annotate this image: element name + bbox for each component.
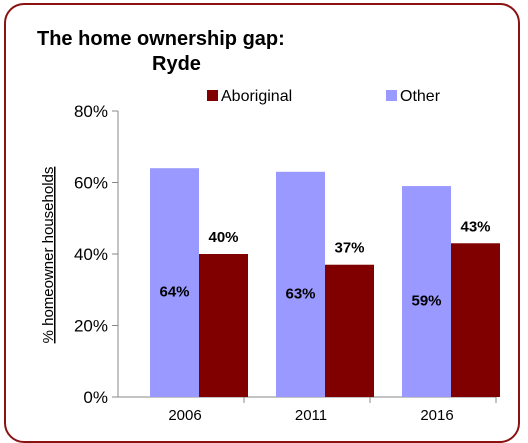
legend-swatch-other [386, 90, 397, 101]
bar-aboriginal-2006 [199, 254, 248, 397]
x-ticks: 2006 2011 2016 [168, 397, 497, 424]
y-tick-label: 80% [74, 102, 108, 121]
y-tick-label: 0% [83, 388, 108, 407]
x-tick-label-2016: 2016 [420, 407, 453, 424]
legend: Aboriginal Other [207, 88, 441, 105]
x-tick-label-2006: 2006 [168, 407, 201, 424]
data-label-other-2006: 64% [159, 284, 189, 301]
legend-label-other: Other [400, 88, 441, 105]
x-tick-label-2011: 2011 [295, 407, 327, 424]
data-label-aboriginal-2016: 43% [460, 218, 490, 235]
bar-aboriginal-2011 [325, 264, 374, 397]
y-tick-label: 60% [74, 174, 108, 193]
bars: 64% 40% 63% 37% 59% 43% [150, 168, 500, 397]
chart-title-line2: Ryde [152, 53, 201, 75]
chart-svg: The home ownership gap: Ryde Aboriginal … [37, 28, 500, 424]
bar-other-2006 [150, 168, 199, 397]
y-ticks: 0% 20% 40% 60% 80% [74, 102, 118, 407]
data-label-aboriginal-2006: 40% [208, 229, 238, 246]
data-label-aboriginal-2011: 37% [334, 240, 364, 257]
y-tick-label: 20% [74, 317, 108, 336]
chart-title-line1: The home ownership gap: [37, 28, 285, 50]
y-tick-label: 40% [74, 245, 108, 264]
data-label-other-2011: 63% [285, 285, 315, 302]
legend-swatch-aboriginal [207, 90, 218, 101]
bar-other-2016 [402, 186, 451, 397]
legend-label-aboriginal: Aboriginal [221, 88, 292, 105]
y-axis-label: % homeowner households [40, 167, 57, 344]
bar-aboriginal-2016 [451, 243, 500, 397]
bar-other-2011 [276, 171, 325, 397]
data-label-other-2016: 59% [411, 293, 441, 310]
